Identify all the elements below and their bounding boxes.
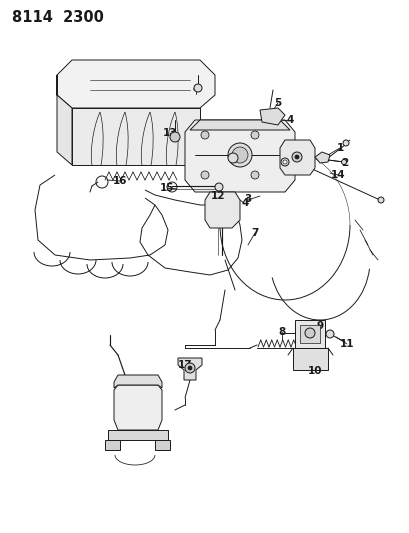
Polygon shape xyxy=(105,440,120,450)
Circle shape xyxy=(280,158,288,166)
Circle shape xyxy=(214,183,222,191)
Text: 16: 16 xyxy=(112,176,127,186)
Text: 4: 4 xyxy=(192,84,199,94)
Text: 7: 7 xyxy=(251,228,258,238)
Polygon shape xyxy=(259,108,284,125)
Bar xyxy=(292,348,327,370)
Circle shape xyxy=(188,366,191,370)
Circle shape xyxy=(294,155,298,159)
Polygon shape xyxy=(72,108,200,165)
Text: 2: 2 xyxy=(341,158,348,168)
Polygon shape xyxy=(184,120,294,192)
Polygon shape xyxy=(189,120,289,130)
Text: 10: 10 xyxy=(307,366,321,376)
Text: 6: 6 xyxy=(234,153,241,163)
Circle shape xyxy=(250,171,258,179)
Polygon shape xyxy=(108,430,168,440)
Text: 15: 15 xyxy=(160,183,174,193)
Circle shape xyxy=(291,152,301,162)
Bar xyxy=(294,320,324,348)
Text: 4: 4 xyxy=(241,198,248,208)
Text: 9: 9 xyxy=(316,321,323,331)
Circle shape xyxy=(342,140,348,146)
Circle shape xyxy=(341,159,346,165)
Circle shape xyxy=(170,132,180,142)
Polygon shape xyxy=(155,440,170,450)
Text: 17: 17 xyxy=(177,360,192,370)
Polygon shape xyxy=(279,140,314,175)
Text: 1: 1 xyxy=(335,143,343,153)
Circle shape xyxy=(304,328,314,338)
Polygon shape xyxy=(204,192,239,228)
Circle shape xyxy=(227,143,252,167)
Polygon shape xyxy=(57,75,72,165)
Text: 3: 3 xyxy=(296,147,303,157)
Circle shape xyxy=(282,160,286,164)
Circle shape xyxy=(377,197,383,203)
Text: 12: 12 xyxy=(210,191,225,201)
Text: 4: 4 xyxy=(285,115,293,125)
Polygon shape xyxy=(314,152,329,163)
Text: 11: 11 xyxy=(339,339,353,349)
Polygon shape xyxy=(114,385,162,430)
Bar xyxy=(299,325,319,343)
Text: 13: 13 xyxy=(162,128,177,138)
Circle shape xyxy=(325,330,333,338)
Text: 8: 8 xyxy=(278,327,285,337)
Circle shape xyxy=(231,147,247,163)
Circle shape xyxy=(200,131,209,139)
Circle shape xyxy=(193,84,202,92)
Polygon shape xyxy=(114,375,162,388)
Text: 8114  2300: 8114 2300 xyxy=(12,10,103,25)
Circle shape xyxy=(200,171,209,179)
Circle shape xyxy=(227,153,237,163)
Polygon shape xyxy=(178,358,202,380)
Text: 3: 3 xyxy=(244,194,251,204)
Text: 14: 14 xyxy=(330,170,344,180)
Circle shape xyxy=(250,131,258,139)
Polygon shape xyxy=(57,60,214,108)
Text: 5: 5 xyxy=(274,98,281,108)
Circle shape xyxy=(184,363,195,373)
